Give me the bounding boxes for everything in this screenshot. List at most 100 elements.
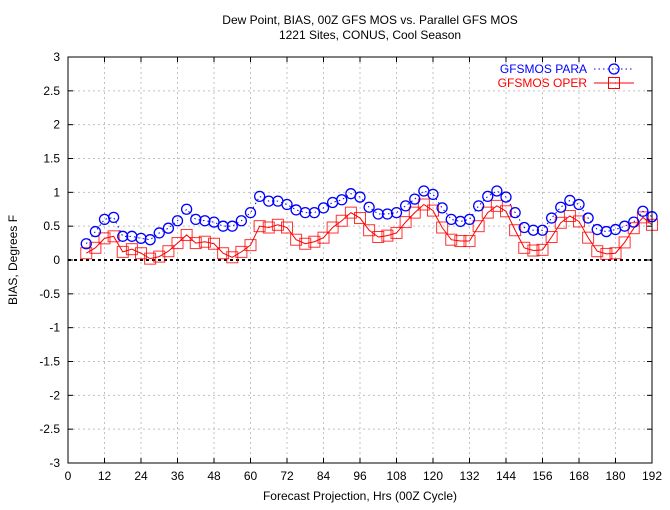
x-tick-label: 192 — [642, 469, 662, 483]
data-point — [417, 198, 430, 211]
data-point — [463, 235, 476, 248]
data-point — [89, 225, 102, 238]
y-tick-label: 3 — [53, 50, 60, 64]
data-point — [600, 225, 613, 238]
data-point — [436, 202, 448, 214]
data-point — [527, 224, 540, 236]
data-point — [217, 247, 230, 260]
y-tick-label: -3 — [49, 456, 60, 470]
data-point — [491, 185, 503, 197]
y-tick-label: 0.5 — [43, 219, 60, 233]
data-point — [299, 237, 312, 250]
data-point — [162, 222, 175, 234]
data-point — [281, 221, 293, 234]
x-tick-label: 156 — [532, 469, 552, 483]
data-point — [472, 220, 485, 233]
x-tick-label: 84 — [317, 469, 331, 483]
data-point — [98, 232, 111, 245]
y-tick-label: 2.5 — [43, 84, 60, 98]
data-point — [208, 216, 220, 228]
data-point — [463, 213, 476, 226]
data-point — [244, 239, 257, 252]
data-point — [637, 205, 649, 217]
data-point — [80, 238, 92, 250]
data-point — [244, 206, 257, 219]
data-point — [555, 201, 567, 213]
x-tick-label: 36 — [171, 469, 185, 483]
data-point — [536, 243, 549, 256]
series-line — [85, 203, 653, 260]
data-point — [554, 216, 567, 229]
legend-label: GFSMOS PARA — [500, 62, 587, 76]
y-tick-label: 1.5 — [43, 152, 60, 166]
data-point — [144, 234, 156, 246]
data-point — [281, 198, 293, 211]
y-tick-label: -0.5 — [39, 287, 60, 301]
x-tick-label: 108 — [386, 469, 406, 483]
data-point — [509, 206, 521, 219]
x-tick-label: 0 — [65, 469, 72, 483]
data-point — [317, 231, 330, 244]
data-point — [454, 215, 467, 228]
data-point — [299, 206, 311, 219]
data-point — [354, 212, 366, 225]
data-point — [290, 233, 303, 246]
legend-marker — [608, 63, 620, 75]
legend-label: GFSMOS OPER — [498, 76, 588, 90]
data-point — [253, 190, 266, 203]
x-axis-label: Forecast Projection, Hrs (00Z Cycle) — [263, 489, 457, 503]
data-point — [582, 231, 595, 244]
chart-title: Dew Point, BIAS, 00Z GFS MOS vs. Paralle… — [222, 13, 517, 27]
data-point — [390, 206, 403, 219]
data-point — [180, 203, 193, 215]
data-point — [427, 188, 439, 201]
data-point — [107, 230, 120, 243]
data-point — [363, 201, 375, 213]
data-point — [399, 200, 412, 212]
data-point — [436, 221, 449, 234]
data-point — [481, 206, 494, 219]
data-point — [591, 245, 604, 258]
data-point — [381, 229, 394, 242]
data-point — [217, 220, 229, 232]
data-point — [153, 227, 165, 239]
x-tick-label: 180 — [605, 469, 625, 483]
x-tick-label: 144 — [496, 469, 516, 483]
data-point — [171, 237, 184, 250]
data-point — [527, 244, 540, 257]
data-point — [190, 213, 202, 226]
data-point — [409, 193, 421, 205]
x-tick-label: 48 — [207, 469, 221, 483]
data-point — [545, 212, 558, 224]
data-point — [500, 191, 512, 203]
data-point — [545, 230, 558, 243]
data-point — [591, 223, 603, 236]
x-tick-label: 24 — [134, 469, 148, 483]
data-point — [390, 226, 403, 239]
data-point — [500, 205, 512, 218]
data-point — [116, 245, 129, 258]
data-point — [408, 206, 421, 219]
data-point — [271, 218, 284, 231]
data-point — [326, 221, 339, 234]
y-tick-label: 2 — [53, 118, 60, 132]
data-point — [445, 213, 457, 226]
data-point — [618, 220, 631, 232]
data-point — [336, 194, 348, 206]
data-point — [171, 215, 184, 227]
data-point — [262, 221, 275, 234]
data-point — [135, 232, 147, 244]
data-point — [354, 191, 366, 203]
data-point — [180, 228, 193, 241]
data-point — [226, 220, 238, 232]
data-point — [107, 211, 120, 224]
data-point — [308, 235, 321, 248]
legend-marker — [608, 77, 620, 89]
x-tick-label: 168 — [569, 469, 589, 483]
data-point — [308, 206, 321, 219]
data-point — [372, 208, 384, 220]
data-point — [235, 245, 248, 258]
data-point — [253, 220, 266, 233]
